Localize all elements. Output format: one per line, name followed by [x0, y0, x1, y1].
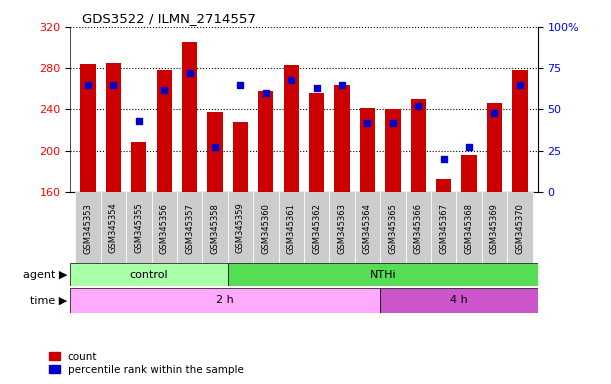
Text: GSM345370: GSM345370 — [516, 203, 524, 253]
Text: GSM345357: GSM345357 — [185, 203, 194, 253]
Bar — [487, 103, 502, 192]
Text: control: control — [130, 270, 168, 280]
Point — [312, 85, 321, 91]
Bar — [380, 192, 406, 263]
Text: GSM345362: GSM345362 — [312, 203, 321, 253]
Bar — [177, 192, 202, 263]
Text: agent ▶: agent ▶ — [23, 270, 67, 280]
Bar — [436, 179, 452, 192]
Bar — [334, 85, 349, 192]
Bar — [131, 142, 147, 192]
Text: GSM345365: GSM345365 — [389, 203, 397, 253]
Text: GSM345363: GSM345363 — [337, 203, 346, 254]
Bar — [386, 109, 400, 192]
Text: GSM345361: GSM345361 — [287, 203, 296, 253]
Bar — [431, 192, 456, 263]
Text: 4 h: 4 h — [450, 295, 468, 306]
Point — [489, 110, 499, 116]
Bar — [75, 192, 101, 263]
Bar — [279, 192, 304, 263]
Bar — [126, 192, 152, 263]
Bar — [208, 111, 222, 192]
Bar — [309, 93, 324, 192]
Text: 2 h: 2 h — [216, 295, 234, 306]
Text: GSM345360: GSM345360 — [262, 203, 271, 253]
Bar — [456, 192, 482, 263]
Text: GSM345356: GSM345356 — [159, 203, 169, 253]
Bar — [482, 192, 507, 263]
Text: GSM345358: GSM345358 — [211, 203, 219, 253]
Bar — [329, 192, 355, 263]
Text: GDS3522 / ILMN_2714557: GDS3522 / ILMN_2714557 — [82, 12, 257, 25]
Text: GSM345369: GSM345369 — [490, 203, 499, 253]
Bar — [380, 288, 538, 313]
Point — [287, 77, 296, 83]
Text: GSM345368: GSM345368 — [464, 203, 474, 254]
Text: GSM345354: GSM345354 — [109, 203, 118, 253]
Point — [515, 82, 525, 88]
Point — [388, 119, 398, 126]
Text: time ▶: time ▶ — [30, 295, 67, 306]
Text: GSM345366: GSM345366 — [414, 203, 423, 254]
Bar — [228, 263, 538, 286]
Point — [464, 144, 474, 151]
Legend: count, percentile rank within the sample: count, percentile rank within the sample — [45, 348, 248, 379]
Bar — [81, 64, 96, 192]
Text: GSM345359: GSM345359 — [236, 203, 245, 253]
Text: GSM345367: GSM345367 — [439, 203, 448, 254]
Point — [159, 86, 169, 93]
Bar — [233, 122, 248, 192]
Bar — [406, 192, 431, 263]
Bar — [355, 192, 380, 263]
Point — [109, 82, 119, 88]
Bar — [101, 192, 126, 263]
Bar — [228, 192, 253, 263]
Point — [414, 103, 423, 109]
Bar — [70, 263, 228, 286]
Point — [83, 82, 93, 88]
Point — [439, 156, 448, 162]
Bar — [512, 70, 527, 192]
Point — [337, 82, 347, 88]
Bar — [152, 192, 177, 263]
Point — [185, 70, 194, 76]
Point — [210, 144, 220, 151]
Bar — [253, 192, 279, 263]
Text: GSM345364: GSM345364 — [363, 203, 372, 253]
Bar — [182, 42, 197, 192]
Text: GSM345355: GSM345355 — [134, 203, 144, 253]
Point — [362, 119, 372, 126]
Point — [134, 118, 144, 124]
Point — [261, 90, 271, 96]
Point — [236, 82, 246, 88]
Bar — [507, 192, 533, 263]
Bar — [156, 70, 172, 192]
Bar — [284, 65, 299, 192]
Bar — [70, 288, 380, 313]
Bar — [258, 91, 274, 192]
Bar — [202, 192, 228, 263]
Text: GSM345353: GSM345353 — [84, 203, 92, 253]
Bar — [304, 192, 329, 263]
Bar — [106, 63, 121, 192]
Bar — [461, 155, 477, 192]
Text: NTHi: NTHi — [370, 270, 396, 280]
Bar — [411, 99, 426, 192]
Bar — [360, 108, 375, 192]
